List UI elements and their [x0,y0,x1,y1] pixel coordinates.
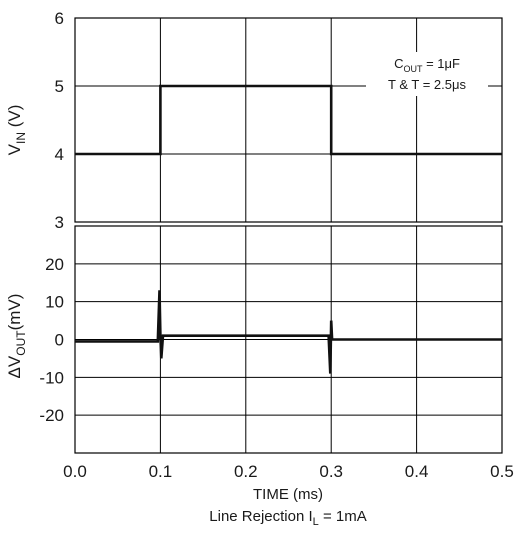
series-lines [75,84,502,374]
annotation-box [366,52,488,96]
vin-axis-label: VIN (V) [5,105,28,156]
x-tick-label: 0.1 [149,462,173,481]
x-tick-label: 0.0 [63,462,87,481]
x-tick-label: 0.2 [234,462,258,481]
vin-y-tick-label: 5 [55,77,64,96]
tick-labels: 3 4 5 6 -20 -10 0 10 20 0.0 0.1 0.2 0.3 0.4 0.5 [39,9,513,481]
x-axis-label: TIME (ms) [253,486,323,503]
dvout-y-tick-label: 0 [55,331,64,350]
vin-y-tick-label: 6 [55,9,64,28]
vin-series-line [75,84,502,156]
dvout-series-line [75,290,502,374]
vin-y-tick-label: 4 [55,145,64,164]
annotation-cout: COUT = 1μF [394,56,460,74]
dvout-y-tick-label: -10 [39,368,64,387]
x-tick-label: 0.5 [490,462,514,481]
annotation-rise-fall: T & T = 2.5μs [388,77,466,92]
dvout-y-tick-label: -20 [39,406,64,425]
vin-panel-frame [74,17,503,223]
vin-y-tick-label: 3 [55,213,64,232]
dvout-axis-label: ΔVOUT(mV) [5,294,28,379]
x-tick-label: 0.4 [405,462,429,481]
dvout-y-tick-label: 20 [45,255,64,274]
dvout-y-tick-label: 10 [45,293,64,312]
chart-caption: Line Rejection IL = 1mA [209,508,366,528]
x-tick-label: 0.3 [319,462,343,481]
